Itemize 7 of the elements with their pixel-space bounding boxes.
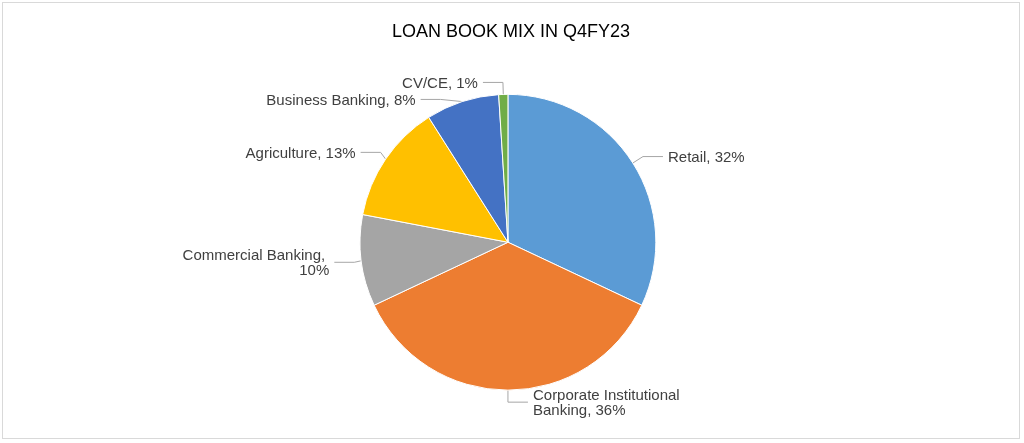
slice-label: Commercial Banking, 10% (182, 246, 330, 279)
slice-label: Agriculture, 13% (245, 143, 356, 161)
slice-label: CV/CE, 1% (402, 73, 478, 91)
slice-label: Corporate Institutional Banking, 36% (532, 386, 684, 419)
slice-label: Retail, 32% (667, 148, 745, 166)
chart-title: LOAN BOOK MIX IN Q4FY23 (391, 21, 631, 41)
slice-label: Business Banking, 8% (266, 90, 416, 108)
